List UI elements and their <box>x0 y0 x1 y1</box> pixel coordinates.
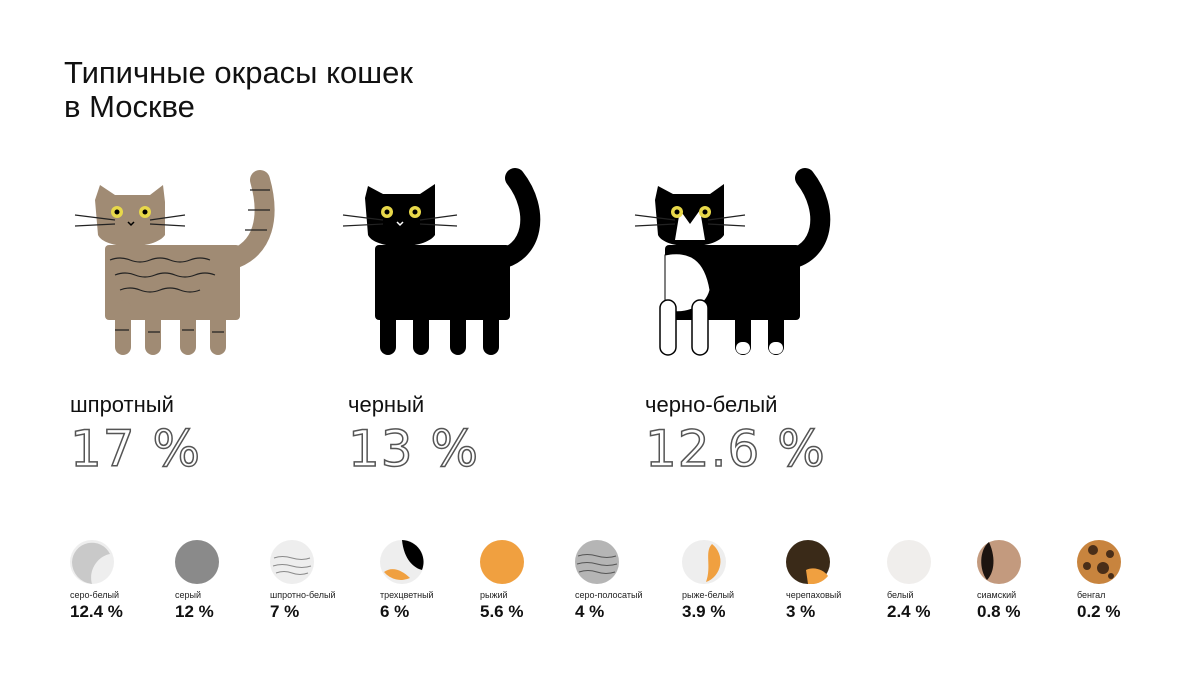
chip-name: рыжий <box>480 590 508 600</box>
title-line-2: в Москве <box>64 89 195 124</box>
chip-value: 6 % <box>380 602 410 621</box>
chip-name: серо-белый <box>70 590 120 600</box>
title-line-1: Типичные окрасы кошек <box>64 55 413 90</box>
top-percent-3: 12.6 % <box>644 419 826 479</box>
white-swatch-icon <box>887 540 931 584</box>
chip-value: 5.6 % <box>480 602 524 621</box>
chip-value: 3.9 % <box>682 602 726 621</box>
chip-value: 4 % <box>575 602 605 621</box>
chart-title: Типичные окрасы кошек в Москве <box>64 56 413 124</box>
chip-value: 12.4 % <box>70 602 123 621</box>
chip-value: 0.8 % <box>977 602 1021 621</box>
chip-name: серый <box>175 590 202 600</box>
top-label-3: черно-белый <box>645 392 778 417</box>
black-white-cat-illustration <box>620 160 860 360</box>
top-percent-2: 13 % <box>347 419 480 479</box>
gray-swatch-icon <box>175 540 219 584</box>
tabby-white-swatch-icon <box>270 540 314 584</box>
chip-name: белый <box>887 590 914 600</box>
chip-name: трехцветный <box>380 590 434 600</box>
siamese-swatch-icon <box>977 540 1021 584</box>
top-label-2: черный <box>348 392 425 417</box>
top-label-1: шпротный <box>70 392 174 417</box>
chip-name: сиамский <box>977 590 1017 600</box>
orange-white-swatch-icon <box>682 540 726 584</box>
tabby-cat-illustration <box>60 160 300 360</box>
tricolor-swatch-icon <box>380 540 424 584</box>
bengal-swatch-icon <box>1077 540 1121 584</box>
orange-swatch-icon <box>480 540 524 584</box>
chip-name: черепаховый <box>786 590 842 600</box>
chip-name: шпротно-белый <box>270 590 336 600</box>
tortoiseshell-swatch-icon <box>786 540 830 584</box>
color-swatch-row: серо-белый 12.4 % серый 12 % шпротно-бел… <box>0 540 1200 630</box>
chip-name: рыже-белый <box>682 590 735 600</box>
chip-name: серо-полосатый <box>575 590 643 600</box>
chip-value: 2.4 % <box>887 602 931 621</box>
chip-value: 0.2 % <box>1077 602 1121 621</box>
gray-striped-swatch-icon <box>575 540 619 584</box>
chip-name: бенгал <box>1077 590 1106 600</box>
chip-value: 7 % <box>270 602 300 621</box>
gray-white-swatch-icon <box>70 540 114 584</box>
black-cat-illustration <box>335 160 575 360</box>
chip-value: 3 % <box>786 602 816 621</box>
chip-value: 12 % <box>175 602 214 621</box>
top-percent-1: 17 % <box>69 419 202 479</box>
